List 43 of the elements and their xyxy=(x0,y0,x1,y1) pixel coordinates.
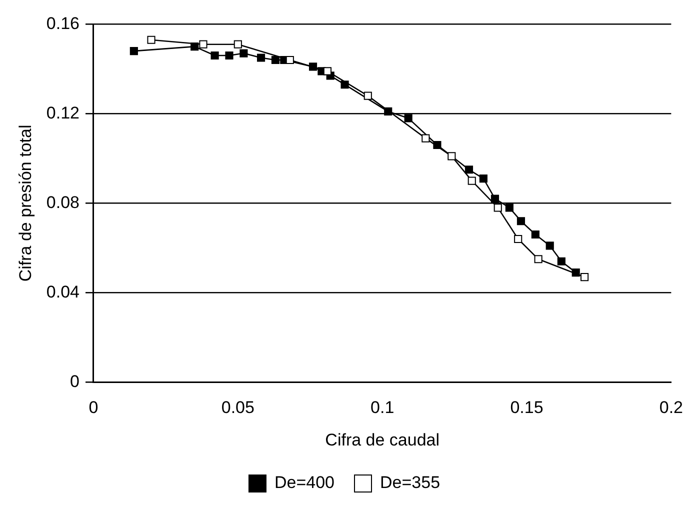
point xyxy=(490,194,500,203)
point xyxy=(516,217,526,226)
point xyxy=(534,255,542,264)
point xyxy=(531,230,540,239)
point xyxy=(147,36,156,44)
y-tick-label: 0.04 xyxy=(46,282,80,302)
point xyxy=(199,40,208,48)
point xyxy=(404,114,412,122)
point xyxy=(479,174,488,183)
legend-label: De=355 xyxy=(380,473,440,492)
point xyxy=(557,257,566,266)
point xyxy=(210,51,219,60)
point xyxy=(468,176,476,185)
point xyxy=(546,242,554,250)
y-tick-label: 0.12 xyxy=(46,103,80,122)
point xyxy=(234,40,242,48)
y-tick-label: 0 xyxy=(70,372,80,391)
x-tick-label: 0.05 xyxy=(221,398,254,418)
legend-label: De=400 xyxy=(274,473,335,492)
point xyxy=(448,152,456,160)
x-tick-label: 0 xyxy=(88,398,98,418)
point xyxy=(225,51,234,60)
y-tick-label: 0.16 xyxy=(46,14,80,33)
point xyxy=(271,56,280,64)
x-axis-title: Cifra de caudal xyxy=(325,430,440,450)
point xyxy=(286,56,294,64)
point xyxy=(422,134,430,142)
point xyxy=(364,92,372,100)
point xyxy=(580,273,589,282)
point xyxy=(505,204,514,212)
x-tick-label: 0.1 xyxy=(370,398,394,418)
point xyxy=(340,80,349,89)
point xyxy=(514,234,522,244)
point xyxy=(323,67,332,76)
x-tick-label: 0.2 xyxy=(659,398,684,418)
point xyxy=(130,47,138,56)
y-axis-title: Cifra de presión total xyxy=(16,124,35,282)
x-tick-label: 0.15 xyxy=(510,398,544,418)
point xyxy=(240,49,248,58)
point xyxy=(256,54,266,62)
point xyxy=(494,204,502,212)
point xyxy=(464,166,474,174)
y-tick-label: 0.08 xyxy=(46,192,80,212)
